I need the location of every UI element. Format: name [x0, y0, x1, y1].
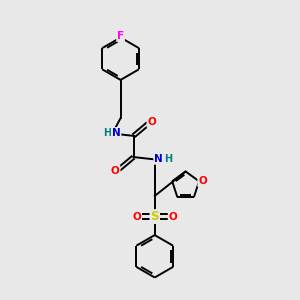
Text: N: N	[112, 128, 121, 138]
Text: O: O	[198, 176, 207, 186]
Text: H: H	[103, 128, 111, 138]
Text: H: H	[164, 154, 172, 164]
Text: S: S	[151, 210, 159, 223]
Text: F: F	[117, 31, 124, 41]
Text: O: O	[132, 212, 141, 221]
Text: N: N	[154, 154, 163, 164]
Text: O: O	[111, 166, 120, 176]
Text: O: O	[169, 212, 177, 221]
Text: O: O	[147, 117, 156, 127]
